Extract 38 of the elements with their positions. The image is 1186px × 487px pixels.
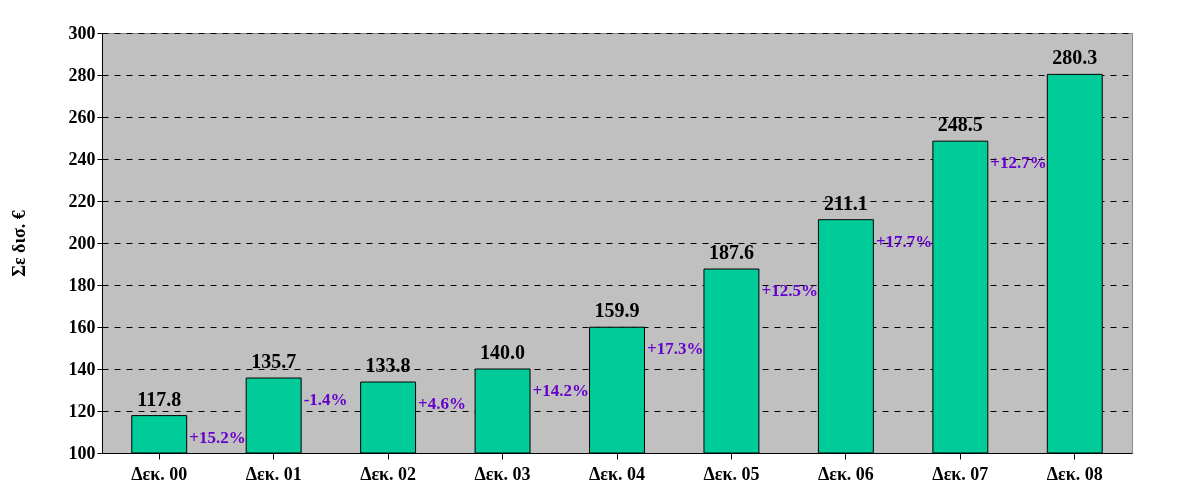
x-tick-label: Δεκ. 08 (1046, 463, 1103, 484)
y-axis-title: Σε δισ. € (8, 210, 29, 277)
y-tick-label: 140 (68, 358, 96, 379)
annotation: +17.7% (875, 231, 933, 251)
y-tick-label: 100 (68, 442, 96, 463)
data-label: 117.8 (137, 387, 182, 410)
data-label: 248.5 (937, 113, 983, 136)
x-tick-label: Δεκ. 00 (131, 463, 188, 484)
x-tick-label: Δεκ. 04 (589, 463, 645, 484)
y-tick-label: 180 (68, 274, 96, 295)
data-label: 159.9 (594, 299, 640, 322)
x-tick-label: Δεκ. 03 (474, 463, 531, 484)
data-label: 135.7 (251, 350, 297, 373)
data-label: 133.8 (365, 354, 411, 377)
data-label: 211.1 (823, 191, 868, 214)
data-label: 280.3 (1052, 46, 1098, 69)
annotation: -1.4% (303, 390, 348, 410)
y-tick-label: 280 (68, 64, 96, 85)
annotation: +17.3% (647, 339, 704, 359)
annotation: +14.2% (532, 381, 589, 400)
x-tick-label: Δεκ. 06 (817, 463, 874, 484)
y-tick-label: 160 (68, 316, 96, 337)
x-tick-label: Δεκ. 07 (932, 463, 989, 484)
x-tick-label: Δεκ. 05 (703, 463, 760, 484)
x-tick-label: Δεκ. 02 (360, 463, 417, 484)
data-label: 187.6 (708, 241, 754, 264)
annotation: +12.7% (990, 153, 1047, 173)
y-tick-label: 260 (68, 106, 96, 127)
y-tick-label: 120 (68, 400, 96, 421)
y-tick-label: 200 (68, 232, 96, 253)
annotation: +4.6% (418, 394, 467, 414)
annotation: +15.2% (189, 427, 246, 447)
y-tick-label: 240 (68, 148, 96, 169)
y-tick-label: 300 (68, 22, 96, 43)
y-tick-label: 220 (68, 190, 96, 211)
x-tick-label: Δεκ. 01 (245, 463, 302, 484)
annotation: +12.5% (761, 281, 818, 301)
data-label: 140.0 (480, 341, 526, 363)
